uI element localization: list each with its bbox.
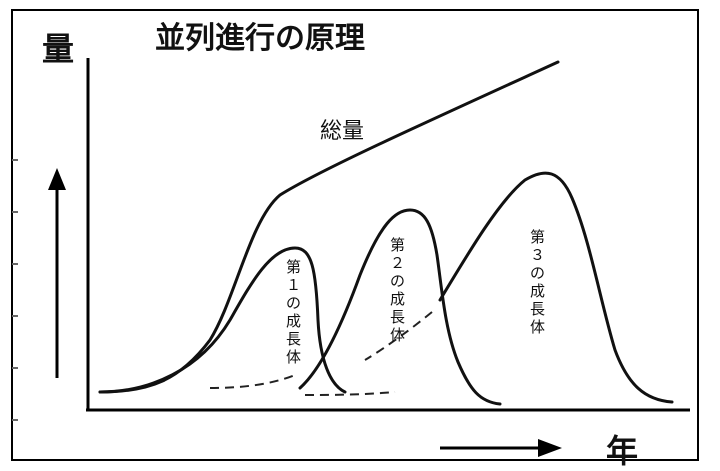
svg-text:成: 成 bbox=[390, 290, 405, 308]
svg-text:１: １ bbox=[286, 276, 301, 294]
body-3-label: 第 ３ の 成 長 体 bbox=[530, 228, 545, 336]
svg-text:第: 第 bbox=[286, 258, 301, 276]
growth-curve-1-tail bbox=[209, 374, 296, 389]
svg-text:成: 成 bbox=[286, 312, 301, 330]
growth-curve-3-tail bbox=[364, 311, 433, 361]
total-curve bbox=[98, 60, 560, 394]
up-arrow-icon bbox=[48, 168, 66, 378]
body-1-label: 第 １ の 成 長 体 bbox=[286, 258, 301, 366]
svg-text:の: の bbox=[530, 264, 545, 282]
left-ticks bbox=[12, 159, 18, 421]
growth-curve-3 bbox=[438, 171, 674, 404]
body-2-label: 第 ２ の 成 長 体 bbox=[390, 236, 405, 344]
svg-text:長: 長 bbox=[390, 308, 405, 326]
svg-text:第: 第 bbox=[390, 236, 405, 254]
diagram-frame bbox=[11, 9, 699, 461]
svg-text:体: 体 bbox=[286, 348, 301, 366]
svg-text:の: の bbox=[286, 294, 301, 312]
svg-text:３: ３ bbox=[530, 246, 545, 264]
right-arrow-icon bbox=[440, 439, 562, 457]
svg-text:長: 長 bbox=[286, 330, 301, 348]
diagram-title: 並列進行の原理 bbox=[155, 21, 365, 56]
svg-text:体: 体 bbox=[530, 318, 545, 336]
x-axis-label: 年 bbox=[606, 432, 638, 470]
svg-text:長: 長 bbox=[530, 300, 545, 318]
growth-curve-1 bbox=[98, 246, 347, 394]
svg-text:成: 成 bbox=[530, 282, 545, 300]
svg-text:体: 体 bbox=[390, 326, 405, 344]
svg-text:の: の bbox=[390, 272, 405, 290]
growth-curve-2-tail bbox=[304, 391, 396, 396]
svg-text:２: ２ bbox=[390, 254, 405, 272]
growth-curve-2 bbox=[298, 208, 502, 406]
y-axis-label: 量 bbox=[42, 30, 74, 68]
total-label: 総量 bbox=[320, 119, 364, 144]
svg-text:第: 第 bbox=[530, 228, 545, 246]
